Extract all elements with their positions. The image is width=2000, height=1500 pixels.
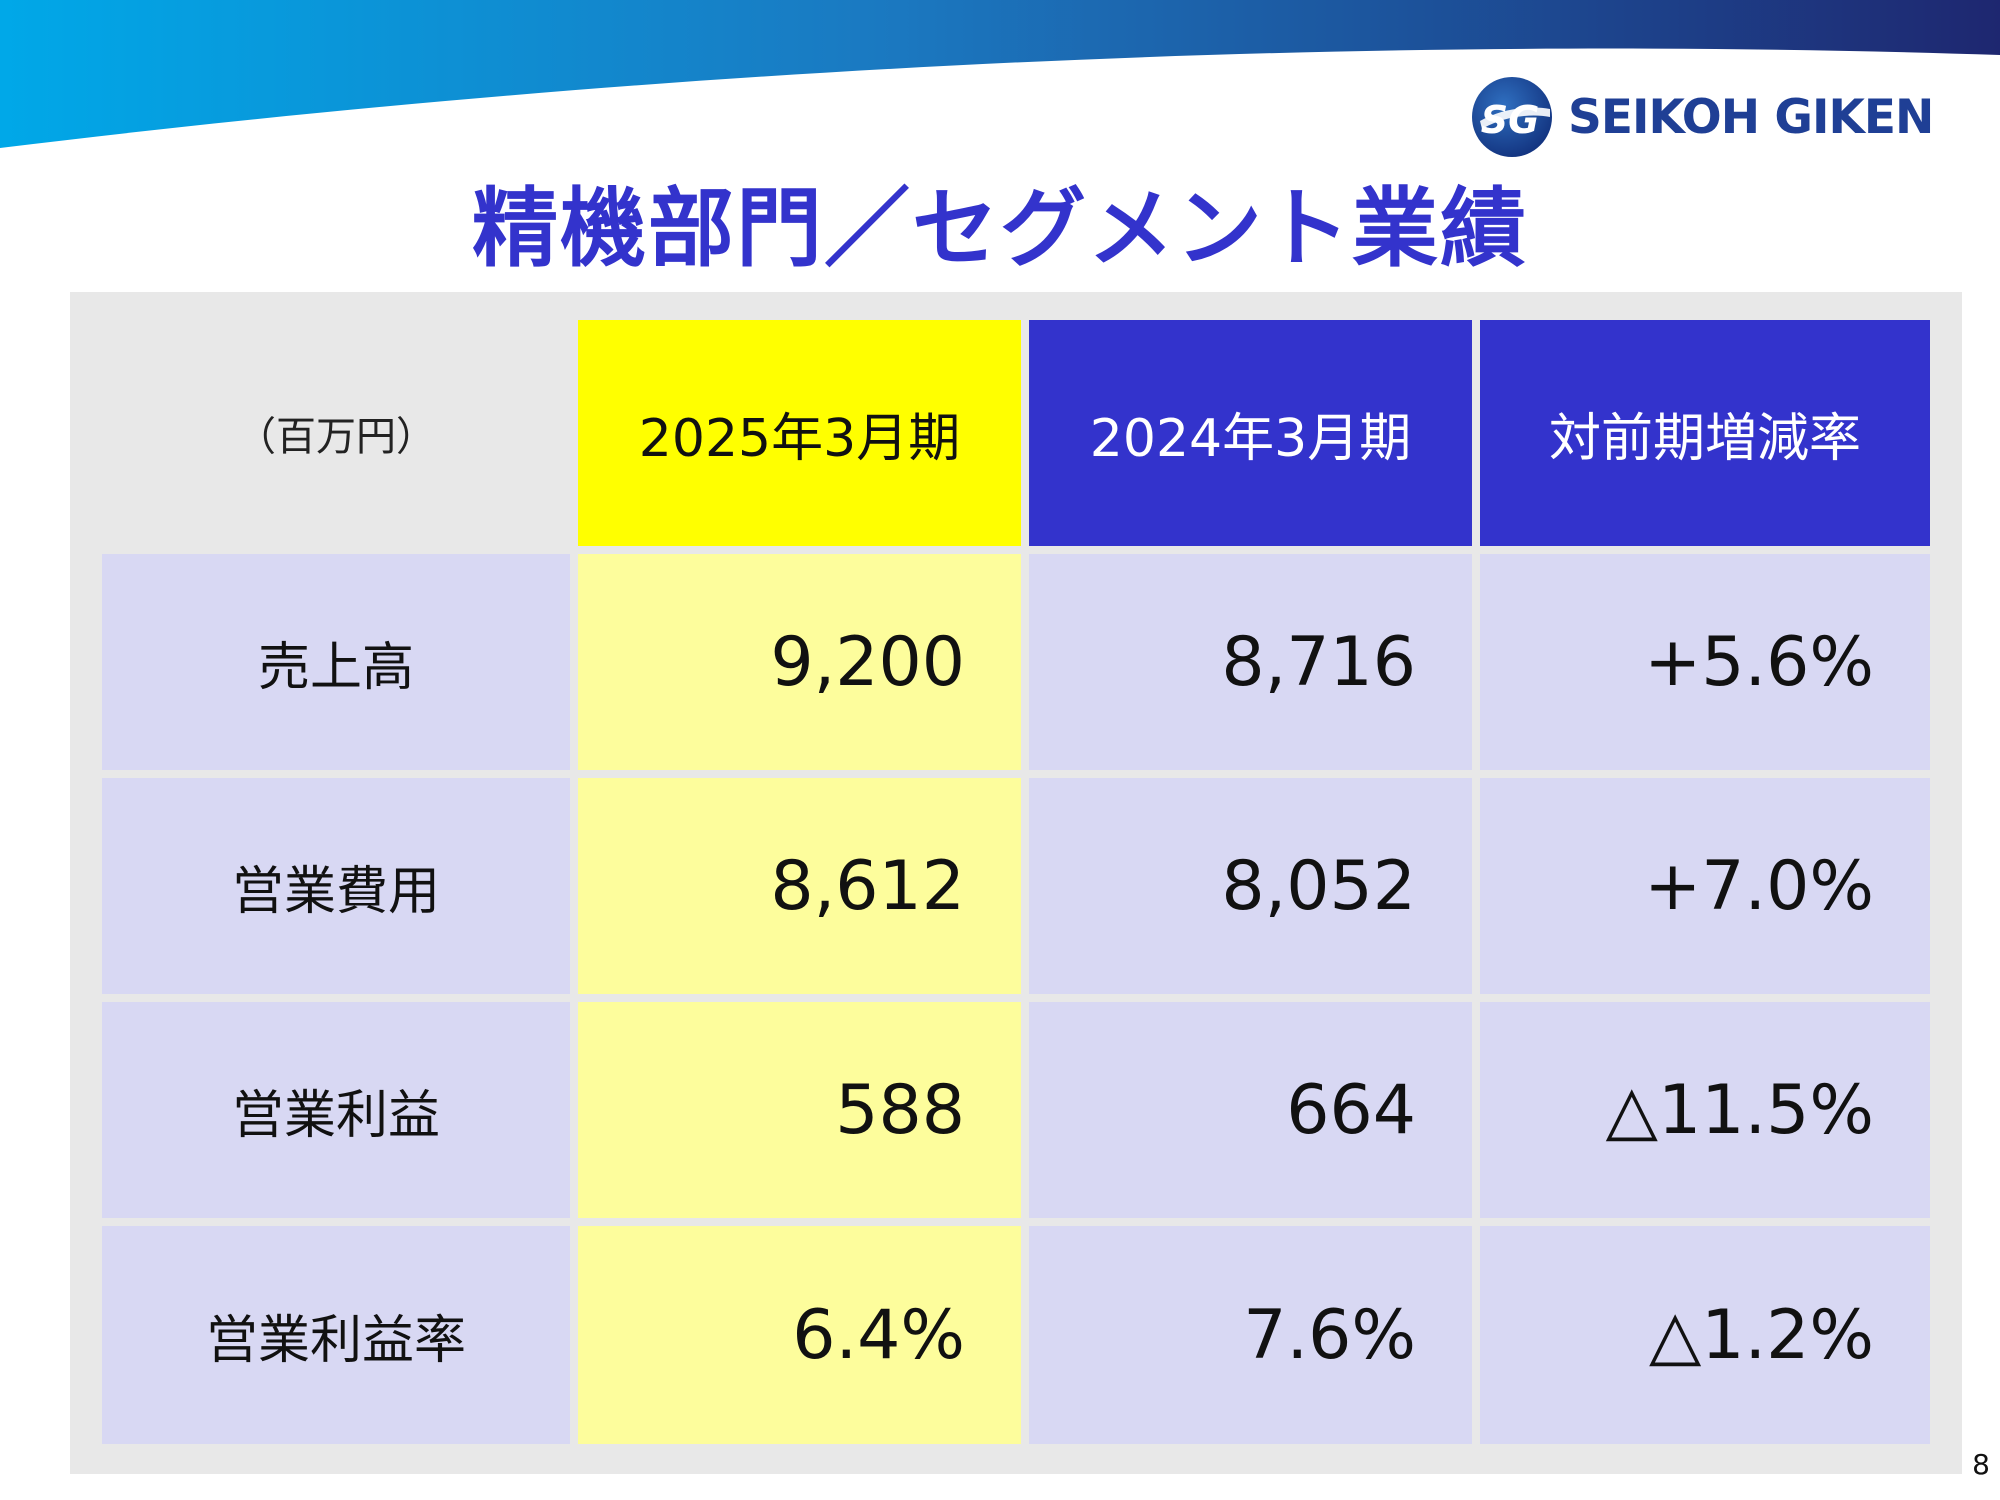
company-logo-mark: SG — [1472, 77, 1552, 157]
operating-expenses-fy2025: 8,612 — [578, 778, 1021, 994]
company-logo: SG SEIKOH GIKEN — [1470, 72, 1934, 162]
row-label-net-sales: 売上高 — [102, 554, 570, 770]
page-number: 8 — [1972, 1448, 1990, 1481]
operating-margin-yoy-change: △1.2% — [1480, 1226, 1930, 1444]
operating-expenses-yoy-change: +7.0% — [1480, 778, 1930, 994]
operating-margin-fy2024: 7.6% — [1029, 1226, 1472, 1444]
logo-mark-letters: SG — [1481, 98, 1540, 142]
operating-income-yoy-change: △11.5% — [1480, 1002, 1930, 1218]
page-title: 精機部門／セグメント業績 — [472, 179, 1528, 279]
operating-income-fy2025: 588 — [578, 1002, 1021, 1218]
operating-expenses-fy2024: 8,052 — [1029, 778, 1472, 994]
net-sales-fy2024: 8,716 — [1029, 554, 1472, 770]
row-label-operating-income: 営業利益 — [102, 1002, 570, 1218]
unit-label: （百万円） — [236, 414, 436, 460]
net-sales-fy2025: 9,200 — [578, 554, 1021, 770]
operating-margin-fy2025: 6.4% — [578, 1226, 1021, 1444]
row-label-operating-expenses: 営業費用 — [102, 778, 570, 994]
column-header-fy2025: 2025年3月期 — [578, 320, 1021, 546]
row-label-operating-margin: 営業利益率 — [102, 1226, 570, 1444]
column-header-yoy-change: 対前期増減率 — [1480, 320, 1930, 546]
company-name: SEIKOH GIKEN — [1568, 89, 1934, 145]
segment-results-table: （百万円） 2025年3月期 2024年3月期 対前期増減率 売上高 9,200… — [70, 292, 1962, 1474]
operating-income-fy2024: 664 — [1029, 1002, 1472, 1218]
net-sales-yoy-change: +5.6% — [1480, 554, 1930, 770]
header-wave-band — [0, 0, 2000, 148]
column-header-fy2024: 2024年3月期 — [1029, 320, 1472, 546]
